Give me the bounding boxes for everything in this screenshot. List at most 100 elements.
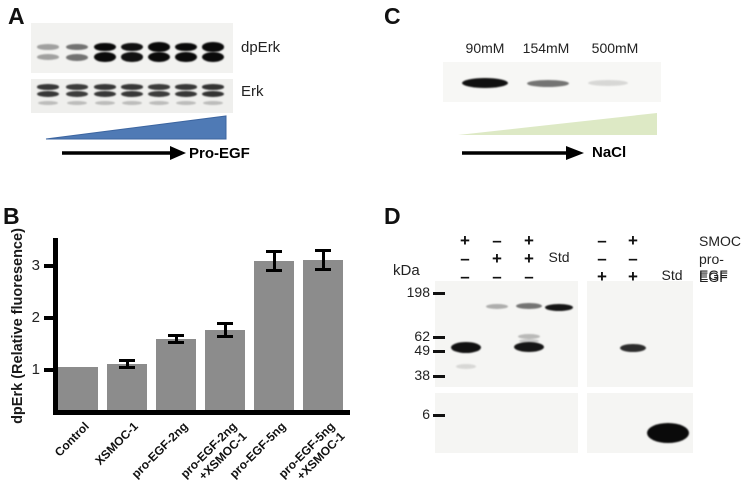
erk-band-smear <box>176 101 196 105</box>
erk-band-smear <box>95 101 115 105</box>
condition-row-label: pro-EGF <box>699 251 728 283</box>
error-bar-cap-bottom <box>217 334 233 338</box>
dperk-band-lower <box>66 53 88 61</box>
lane-condition-sign: + <box>628 267 638 286</box>
bar <box>205 329 245 410</box>
dperk-band-upper <box>94 42 116 52</box>
panel-b-y-axis-title: dpErk (Relative fluoresence) <box>10 228 26 424</box>
error-bar-line <box>272 250 276 271</box>
erk-band-upper <box>37 84 59 90</box>
dperk-band-upper <box>148 42 170 52</box>
panel-d-blot-top-left <box>435 281 578 387</box>
erk-band-lower <box>202 91 224 97</box>
kda-marker-label: 198 <box>406 284 430 300</box>
y-axis-tick-label: 2 <box>31 309 40 326</box>
pro-egf-gradient-triangle-icon <box>45 115 227 140</box>
bar <box>58 367 98 410</box>
erk-band-lower <box>121 91 143 97</box>
error-bar-cap-bottom <box>119 365 135 369</box>
kda-marker-tick <box>433 335 445 339</box>
panel-c-letter: C <box>384 3 401 29</box>
dperk-band-lower <box>37 54 59 60</box>
erk-band-upper <box>94 84 116 90</box>
panel-a-dperk-label: dpErk <box>241 39 281 56</box>
error-bar-cap-bottom <box>315 267 331 271</box>
kda-marker-tick <box>433 413 445 417</box>
panel-d-protein-band <box>545 303 573 311</box>
panel-d-protein-band <box>620 344 646 352</box>
error-bar-cap-top <box>266 249 282 253</box>
panel-c-nacl-band <box>462 78 508 88</box>
panel-d-protein-band <box>486 303 508 309</box>
erk-band-lower <box>94 91 116 97</box>
panel-d-protein-band <box>518 333 540 339</box>
erk-band-smear <box>122 101 142 105</box>
panel-c-concentration-label: 154mM <box>522 40 570 56</box>
lane-condition-sign: – <box>597 231 607 250</box>
dperk-band-upper <box>66 43 88 51</box>
lane-condition-sign: – <box>492 231 502 250</box>
panel-b-y-axis <box>53 238 58 415</box>
panel-d-letter: D <box>384 203 401 229</box>
lane-condition-sign: – <box>460 249 470 268</box>
x-axis-category-label: XSMOC-1 <box>92 419 142 468</box>
y-axis-tick <box>44 264 54 268</box>
lane-condition-sign: – <box>597 249 607 268</box>
nacl-arrow-head-icon <box>566 146 584 160</box>
dperk-band-upper <box>175 42 197 52</box>
lane-condition-sign: – <box>628 249 638 268</box>
panel-d-kda-label: kDa <box>393 262 420 279</box>
lane-condition-sign: + <box>492 249 502 268</box>
panel-c-arrow-label: NaCl <box>592 144 627 161</box>
error-bar-cap-top <box>168 333 184 337</box>
panel-c-nacl-band <box>588 80 628 86</box>
panel-d-protein-band <box>647 423 689 443</box>
error-bar-line <box>174 334 178 343</box>
erk-band-lower <box>148 91 170 97</box>
nacl-gradient-triangle-icon <box>458 113 657 135</box>
panel-c-concentration-label: 500mM <box>591 40 639 56</box>
bar <box>107 363 147 410</box>
panel-d-protein-band <box>514 342 544 352</box>
error-bar-line <box>125 359 129 368</box>
panel-a-arrow-label: Pro-EGF <box>189 145 250 162</box>
x-axis-category-label: Control <box>52 419 93 460</box>
kda-marker-label: 6 <box>422 406 430 422</box>
panel-b-letter: B <box>3 203 20 229</box>
panel-d-protein-band <box>516 303 542 309</box>
lane-std-label: Std <box>548 249 570 265</box>
dperk-band-lower <box>175 52 197 62</box>
panel-d-protein-band <box>519 339 539 343</box>
dperk-band-lower <box>148 52 170 62</box>
bar <box>156 338 196 410</box>
lane-condition-sign: – <box>492 267 502 286</box>
kda-marker-tick <box>433 349 445 353</box>
erk-band-upper <box>121 84 143 90</box>
erk-band-smear <box>38 101 58 105</box>
kda-marker-label: 62 <box>414 328 430 344</box>
lane-condition-sign: + <box>524 249 534 268</box>
lane-std-label: Std <box>661 267 683 283</box>
erk-band-smear <box>149 101 169 105</box>
error-bar-cap-bottom <box>168 340 184 344</box>
panel-d-protein-band <box>456 363 476 369</box>
erk-band-lower <box>37 91 59 97</box>
lane-condition-sign: + <box>524 231 534 250</box>
lane-condition-sign: – <box>460 267 470 286</box>
panel-d-blot-top-right <box>587 281 693 387</box>
y-axis-tick-label: 1 <box>31 361 40 378</box>
panel-d-blot-bottom-left <box>435 393 578 453</box>
erk-band-upper <box>148 84 170 90</box>
erk-band-upper <box>66 84 88 90</box>
dperk-band-lower <box>202 52 224 62</box>
error-bar-cap-top <box>217 321 233 325</box>
pro-egf-arrow-head-icon <box>170 146 186 160</box>
lane-condition-sign: + <box>460 231 470 250</box>
erk-band-upper <box>202 84 224 90</box>
bar <box>303 259 343 410</box>
error-bar-cap-top <box>315 248 331 252</box>
bar <box>254 260 294 410</box>
y-axis-tick-label: 3 <box>31 257 40 274</box>
kda-marker-label: 49 <box>414 342 430 358</box>
lane-condition-sign: + <box>628 231 638 250</box>
